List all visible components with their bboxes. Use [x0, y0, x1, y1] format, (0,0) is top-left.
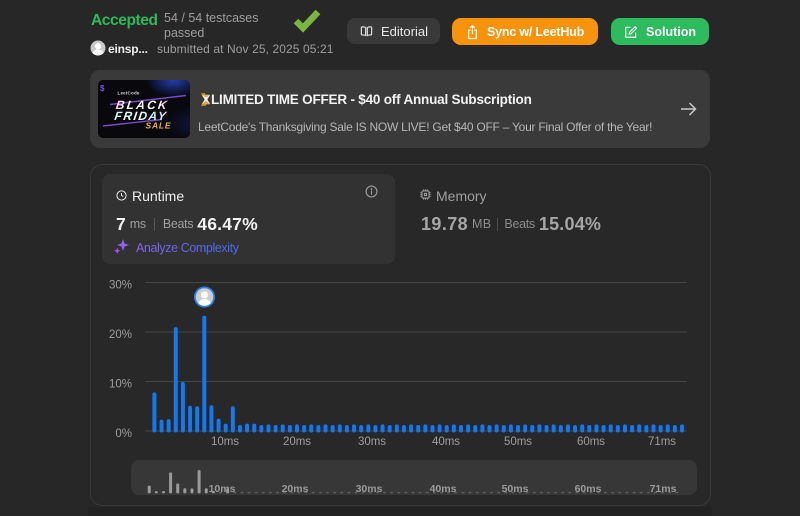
svg-text:FRIDAY: FRIDAY: [114, 109, 169, 123]
svg-text:10%: 10%: [109, 379, 132, 391]
svg-text:LeetCode: LeetCode: [118, 91, 140, 96]
svg-text:60ms: 60ms: [575, 483, 602, 495]
svg-text:40ms: 40ms: [432, 436, 460, 448]
svg-text:50ms: 50ms: [502, 483, 529, 495]
svg-text:60ms: 60ms: [577, 436, 605, 448]
svg-text:30%: 30%: [109, 280, 132, 292]
svg-text:20ms: 20ms: [282, 483, 309, 495]
svg-text:BLACK: BLACK: [115, 98, 170, 112]
svg-text:20ms: 20ms: [283, 436, 311, 448]
svg-text:$: $: [100, 84, 105, 93]
svg-text:71ms: 71ms: [648, 436, 676, 448]
svg-text:30ms: 30ms: [358, 436, 386, 448]
svg-text:10ms: 10ms: [211, 436, 239, 448]
svg-text:71ms: 71ms: [650, 483, 677, 495]
svg-text:0%: 0%: [115, 428, 132, 440]
svg-text:40ms: 40ms: [430, 483, 457, 495]
svg-text:30ms: 30ms: [356, 483, 383, 495]
svg-text:SALE: SALE: [146, 121, 172, 131]
svg-text:10ms: 10ms: [209, 483, 236, 495]
svg-text:50ms: 50ms: [504, 436, 532, 448]
svg-text:20%: 20%: [109, 329, 132, 341]
